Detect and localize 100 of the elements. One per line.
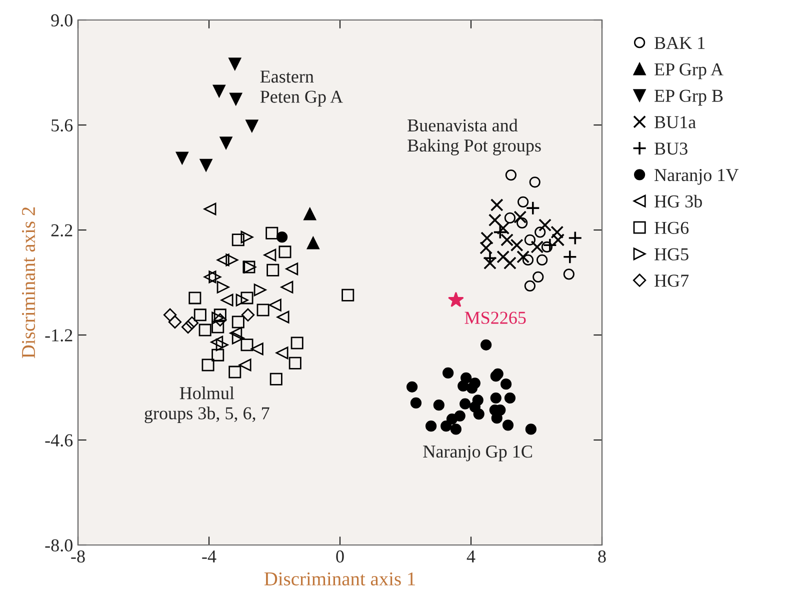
point	[246, 120, 258, 132]
point	[212, 84, 226, 98]
point	[254, 284, 266, 296]
point	[446, 413, 458, 425]
point	[232, 234, 244, 246]
point	[240, 292, 254, 304]
point	[492, 368, 504, 380]
y-tick-label: 5.6	[52, 119, 73, 132]
point	[442, 367, 454, 379]
x-tick-label: -8	[71, 550, 85, 563]
point	[524, 234, 536, 246]
point	[241, 308, 255, 322]
point	[228, 58, 242, 70]
point	[208, 270, 222, 284]
legend-label: EP Grp A	[654, 63, 724, 80]
point	[466, 382, 478, 394]
legend-label: HG 3b	[654, 194, 702, 208]
point	[194, 308, 206, 322]
point	[266, 264, 280, 276]
annotation: Naranjo Gp 1C	[423, 446, 532, 462]
x-tick-label: 4	[466, 550, 476, 562]
point	[266, 226, 278, 240]
point	[232, 332, 244, 344]
point	[496, 222, 510, 235]
point	[490, 392, 502, 404]
point	[250, 342, 264, 356]
point	[200, 158, 212, 172]
point	[278, 246, 292, 258]
point	[276, 310, 290, 324]
y-tick-label: 9.0	[51, 14, 72, 27]
point	[214, 313, 227, 326]
y-tick-label: -8.0	[45, 539, 72, 552]
point	[230, 326, 242, 340]
point	[232, 316, 244, 328]
point	[238, 358, 252, 372]
point	[286, 262, 298, 276]
legend-label: BU3	[654, 142, 688, 155]
point	[504, 392, 516, 404]
point	[204, 202, 216, 216]
point	[198, 324, 212, 336]
point	[214, 308, 226, 322]
point	[524, 280, 536, 292]
point	[473, 408, 484, 420]
point	[534, 226, 546, 238]
legend-label: HG7	[654, 274, 689, 287]
legend-label: BU1a	[654, 116, 696, 128]
point	[216, 280, 230, 294]
annotation: Buenavista and Baking Pot groups	[408, 118, 541, 156]
point	[220, 294, 234, 306]
point	[563, 268, 574, 280]
point	[532, 271, 544, 282]
point	[552, 233, 565, 246]
point	[448, 292, 464, 307]
point	[504, 212, 516, 224]
annotation: Holmul groups 3b, 5, 6, 7	[144, 386, 270, 424]
point	[236, 294, 248, 306]
point	[220, 136, 232, 150]
y-tick-label: 2.2	[51, 224, 72, 237]
point	[496, 250, 510, 264]
point	[510, 238, 524, 252]
point	[460, 398, 471, 410]
y-axis-title: Discriminant axis 2	[22, 207, 36, 358]
point	[276, 346, 288, 360]
point	[163, 308, 177, 322]
point	[216, 254, 230, 266]
point	[490, 198, 504, 212]
x-tick-label: 0	[336, 550, 344, 563]
point	[433, 400, 444, 411]
point	[458, 380, 469, 392]
point	[290, 336, 304, 350]
legend-label: HG5	[654, 248, 688, 260]
point	[216, 338, 228, 352]
point	[270, 372, 282, 386]
point	[264, 248, 276, 262]
point	[529, 176, 540, 188]
point	[516, 250, 530, 264]
point	[526, 200, 540, 216]
point	[168, 315, 182, 329]
x-tick-label: 8	[598, 550, 606, 563]
point	[562, 250, 578, 264]
point	[406, 381, 418, 392]
legend-label: HG6	[654, 222, 689, 234]
point	[425, 420, 437, 432]
point	[256, 304, 270, 316]
point	[538, 218, 552, 232]
y-tick-label: -4.6	[45, 434, 73, 447]
point	[480, 232, 494, 244]
annotation: Eastern Peten Gp A	[260, 70, 343, 107]
point	[450, 424, 462, 435]
point	[240, 338, 254, 352]
legend-label: Naranjo 1V	[654, 169, 739, 185]
legend-label: BAK 1	[654, 36, 705, 49]
point	[212, 320, 224, 334]
point	[202, 358, 214, 372]
point	[185, 316, 199, 330]
point	[480, 339, 492, 350]
point	[304, 208, 316, 220]
point	[204, 270, 216, 284]
point	[502, 420, 514, 431]
point	[500, 233, 514, 246]
